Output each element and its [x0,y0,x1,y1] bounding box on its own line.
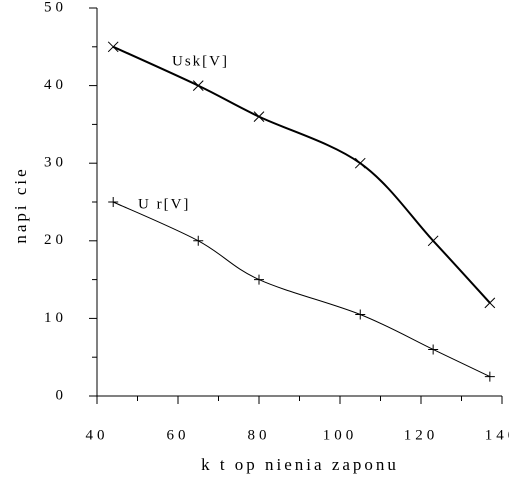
y-tick-label: 40 [44,77,67,93]
point-marker [484,371,495,382]
point-marker [107,41,119,53]
y-tick-label: 50 [44,0,67,15]
point-marker [192,80,204,91]
x-tick-label: 80 [248,427,271,443]
point-marker [354,157,366,169]
series-label: Usk[V] [172,53,229,69]
point-marker [108,197,119,207]
x-tick-label: 120 [404,427,439,443]
point-marker [355,309,366,320]
x-tick-label: 40 [86,427,109,443]
y-axis-label: napi cie [11,166,30,243]
point-marker [427,235,439,247]
point-marker [254,274,264,285]
point-marker [193,235,204,246]
y-tick-label: 20 [44,232,67,248]
x-tick-label: 100 [323,427,358,443]
y-tick-label: 10 [44,310,67,326]
y-tick-label: 30 [44,155,67,171]
point-marker [253,111,265,122]
y-tick-label: 0 [56,387,68,403]
point-marker [484,297,496,309]
x-axis-label: k t op nienia zaponu [201,455,399,474]
series-label: U r[V] [138,196,190,212]
series-line [112,45,491,304]
x-tick-label: 60 [167,427,190,443]
point-marker [428,344,439,355]
x-tick-label: 140 [485,427,509,443]
